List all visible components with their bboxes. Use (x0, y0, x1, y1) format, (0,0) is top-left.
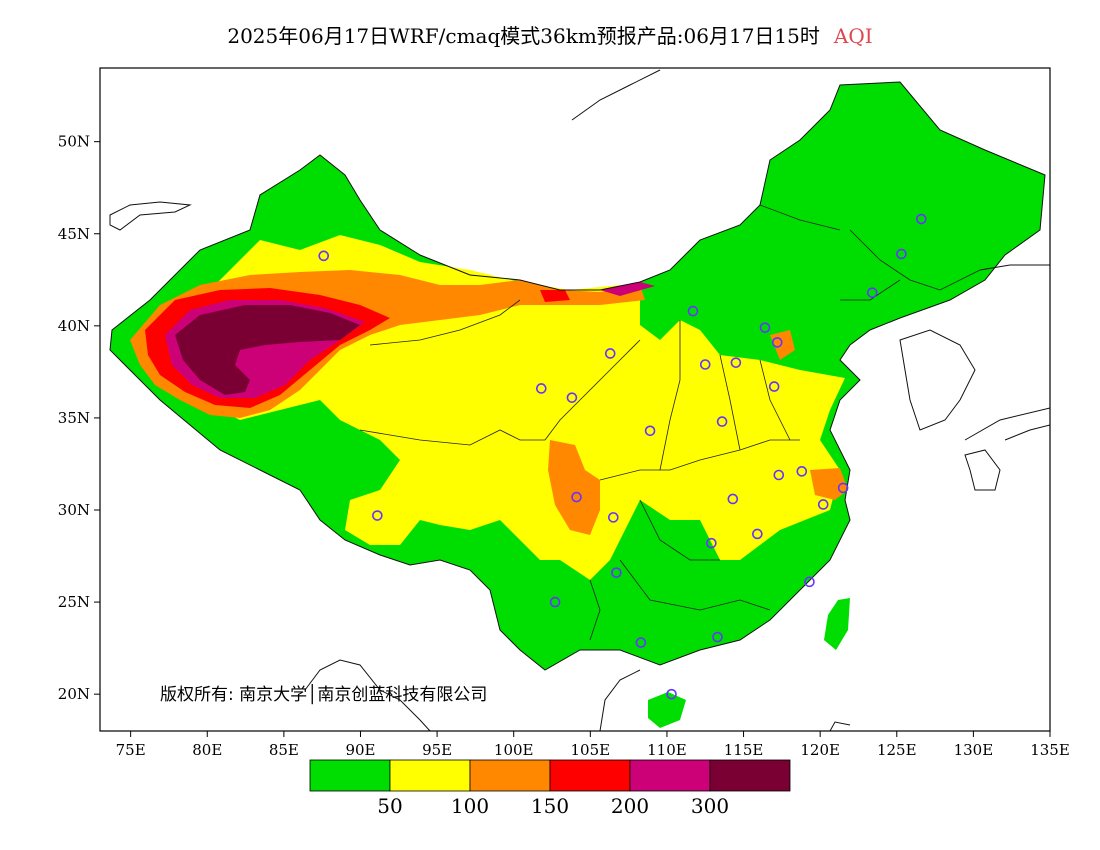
title-tag: AQI (833, 24, 873, 48)
station-marker (318, 250, 330, 262)
station-marker (535, 383, 547, 394)
lat-tick-label: 25N (58, 593, 90, 611)
station-marker (372, 510, 383, 521)
lon-tick-label: 110E (647, 741, 687, 759)
longitude-axis: 75E 80E 85E 90E 95E 100E 105E 110E 115E 120E 125E 1… (116, 731, 1070, 759)
station-marker (759, 322, 771, 333)
station-marker (635, 637, 647, 648)
aqi-legend: 50 100 150 200 300 (309, 759, 791, 818)
station-marker (716, 416, 728, 427)
lat-tick-label: 40N (58, 317, 90, 335)
legend-swatch (629, 759, 711, 792)
lat-tick-label: 50N (58, 133, 90, 151)
station-marker (571, 491, 582, 503)
lat-tick-label: 45N (58, 225, 90, 243)
aqi-region-very-unhealthy-north (600, 282, 655, 296)
station-marker (604, 348, 616, 359)
aqi-region-unhealthy-small (540, 290, 570, 302)
legend-label: 300 (691, 794, 729, 818)
lon-tick-label: 80E (192, 741, 222, 759)
legend-swatch (469, 759, 551, 792)
legend-label: 150 (531, 794, 569, 818)
legend-label: 50 (377, 794, 402, 818)
station-marker (771, 337, 783, 348)
neighbour-coastlines (109, 69, 1050, 731)
station-marker (712, 631, 723, 643)
lon-tick-label: 125E (877, 741, 917, 759)
legend-swatch (389, 759, 471, 792)
station-marker (773, 469, 785, 481)
legend-label: 100 (451, 794, 489, 818)
station-marker (796, 466, 808, 477)
station-marker (915, 213, 927, 225)
station-marker (837, 482, 849, 494)
station-marker (608, 512, 619, 523)
lon-tick-label: 115E (724, 741, 764, 759)
aqi-region-hazardous (175, 305, 360, 395)
lon-tick-label: 130E (954, 741, 994, 759)
map-frame (99, 67, 1051, 732)
station-marker (644, 425, 656, 437)
station-markers (318, 213, 927, 700)
legend-swatch (309, 759, 391, 792)
province-borders (359, 204, 981, 641)
aqi-field (109, 69, 1050, 731)
lon-tick-label: 90E (345, 741, 375, 759)
title-text: 2025年06月17日WRF/cmaq模式36km预报产品:06月17日15时 (227, 24, 820, 48)
legend-swatch (549, 759, 631, 792)
aqi-region-sensitive-shanghai (810, 468, 848, 500)
aqi-region-sensitive-sichuan (548, 440, 600, 535)
station-marker (687, 305, 699, 317)
latitude-axis: 50N 45N 40N 35N 30N 25N 20N (58, 133, 100, 703)
station-marker (752, 528, 763, 540)
island-hainan (648, 692, 686, 728)
china-border (109, 81, 1046, 671)
station-marker (727, 493, 739, 505)
lat-tick-label: 20N (58, 685, 90, 703)
station-marker (666, 688, 677, 700)
lat-tick-label: 30N (58, 501, 90, 519)
station-marker (804, 576, 815, 588)
lon-tick-label: 105E (571, 741, 611, 759)
copyright-text: 版权所有: 南京大学│南京创蓝科技有限公司 (160, 685, 488, 705)
lat-tick-label: 35N (58, 409, 90, 427)
lon-tick-label: 85E (269, 741, 299, 759)
station-marker (730, 357, 742, 368)
legend-label: 200 (611, 794, 649, 818)
legend-swatch (709, 759, 791, 792)
lon-tick-label: 95E (422, 741, 452, 759)
station-marker (896, 248, 907, 260)
lon-tick-label: 75E (116, 741, 146, 759)
station-marker (699, 359, 711, 370)
island-taiwan (824, 598, 850, 650)
station-marker (549, 596, 561, 608)
station-marker (566, 392, 578, 403)
lon-tick-label: 120E (800, 741, 840, 759)
station-marker (611, 567, 622, 578)
lon-tick-label: 135E (1030, 741, 1070, 759)
map-title: 2025年06月17日WRF/cmaq模式36km预报产品:06月17日15时 A… (0, 20, 1100, 49)
station-marker (768, 381, 780, 392)
station-marker (866, 287, 878, 298)
station-marker (706, 537, 717, 549)
station-marker (817, 499, 829, 510)
lon-tick-label: 100E (494, 741, 534, 759)
